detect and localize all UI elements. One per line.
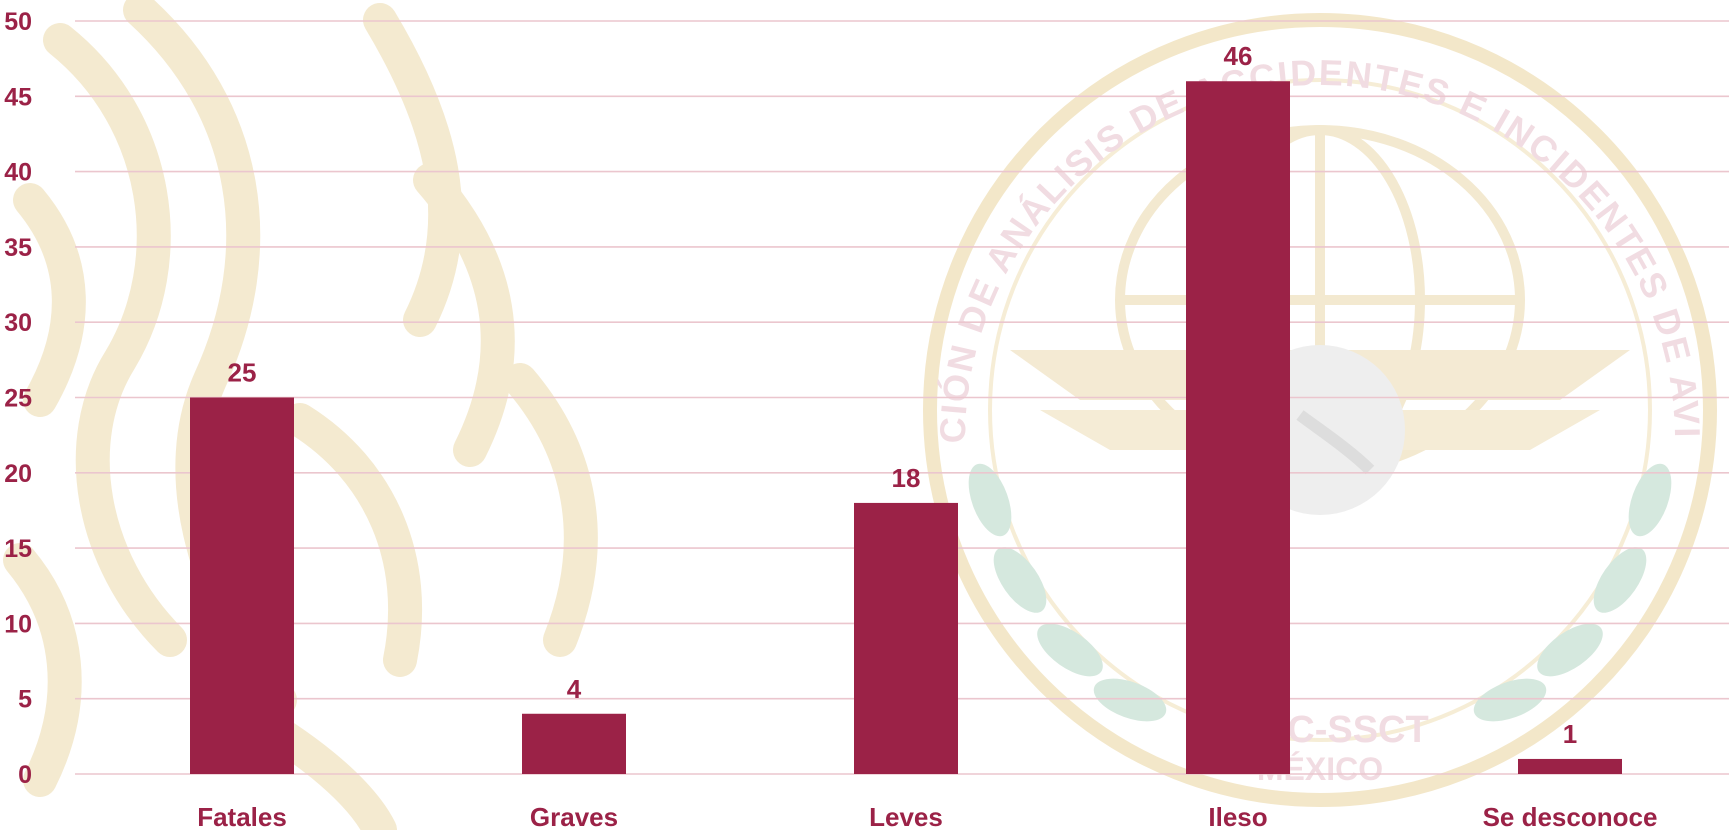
bar bbox=[854, 502, 958, 774]
bar bbox=[1518, 758, 1622, 774]
x-tick-label: Fatales bbox=[197, 802, 287, 830]
y-tick-label: 10 bbox=[4, 610, 32, 638]
y-tick-label: 25 bbox=[4, 385, 32, 413]
x-tick-label: Se desconoce bbox=[1483, 802, 1658, 830]
data-label: 1 bbox=[1563, 719, 1577, 749]
data-label: 4 bbox=[567, 674, 582, 704]
data-label: 25 bbox=[228, 358, 257, 388]
y-axis-ticks: 0 5 10 15 20 25 30 35 40 45 50 bbox=[4, 8, 32, 789]
background-pattern bbox=[3, 0, 598, 830]
y-tick-label: 30 bbox=[4, 309, 32, 337]
y-tick-label: 40 bbox=[4, 159, 32, 187]
y-tick-label: 15 bbox=[4, 535, 32, 563]
data-label: 46 bbox=[1224, 41, 1253, 71]
y-tick-label: 45 bbox=[4, 83, 32, 111]
x-tick-label: Ileso bbox=[1208, 802, 1267, 830]
bar bbox=[522, 713, 626, 774]
x-tick-label: Leves bbox=[869, 802, 943, 830]
x-tick-label: Graves bbox=[530, 802, 618, 830]
data-label: 18 bbox=[892, 463, 921, 493]
y-tick-label: 50 bbox=[4, 8, 32, 36]
y-tick-label: 20 bbox=[4, 460, 32, 488]
bar bbox=[1186, 81, 1290, 775]
x-axis-ticks: Fatales Graves Leves Ileso Se desconoce bbox=[197, 802, 1657, 830]
y-tick-label: 0 bbox=[18, 761, 32, 789]
data-labels: 25 4 18 46 1 bbox=[228, 41, 1578, 749]
y-tick-label: 35 bbox=[4, 234, 32, 262]
bars bbox=[190, 81, 1622, 775]
y-tick-label: 5 bbox=[18, 686, 32, 714]
bar bbox=[190, 397, 294, 774]
